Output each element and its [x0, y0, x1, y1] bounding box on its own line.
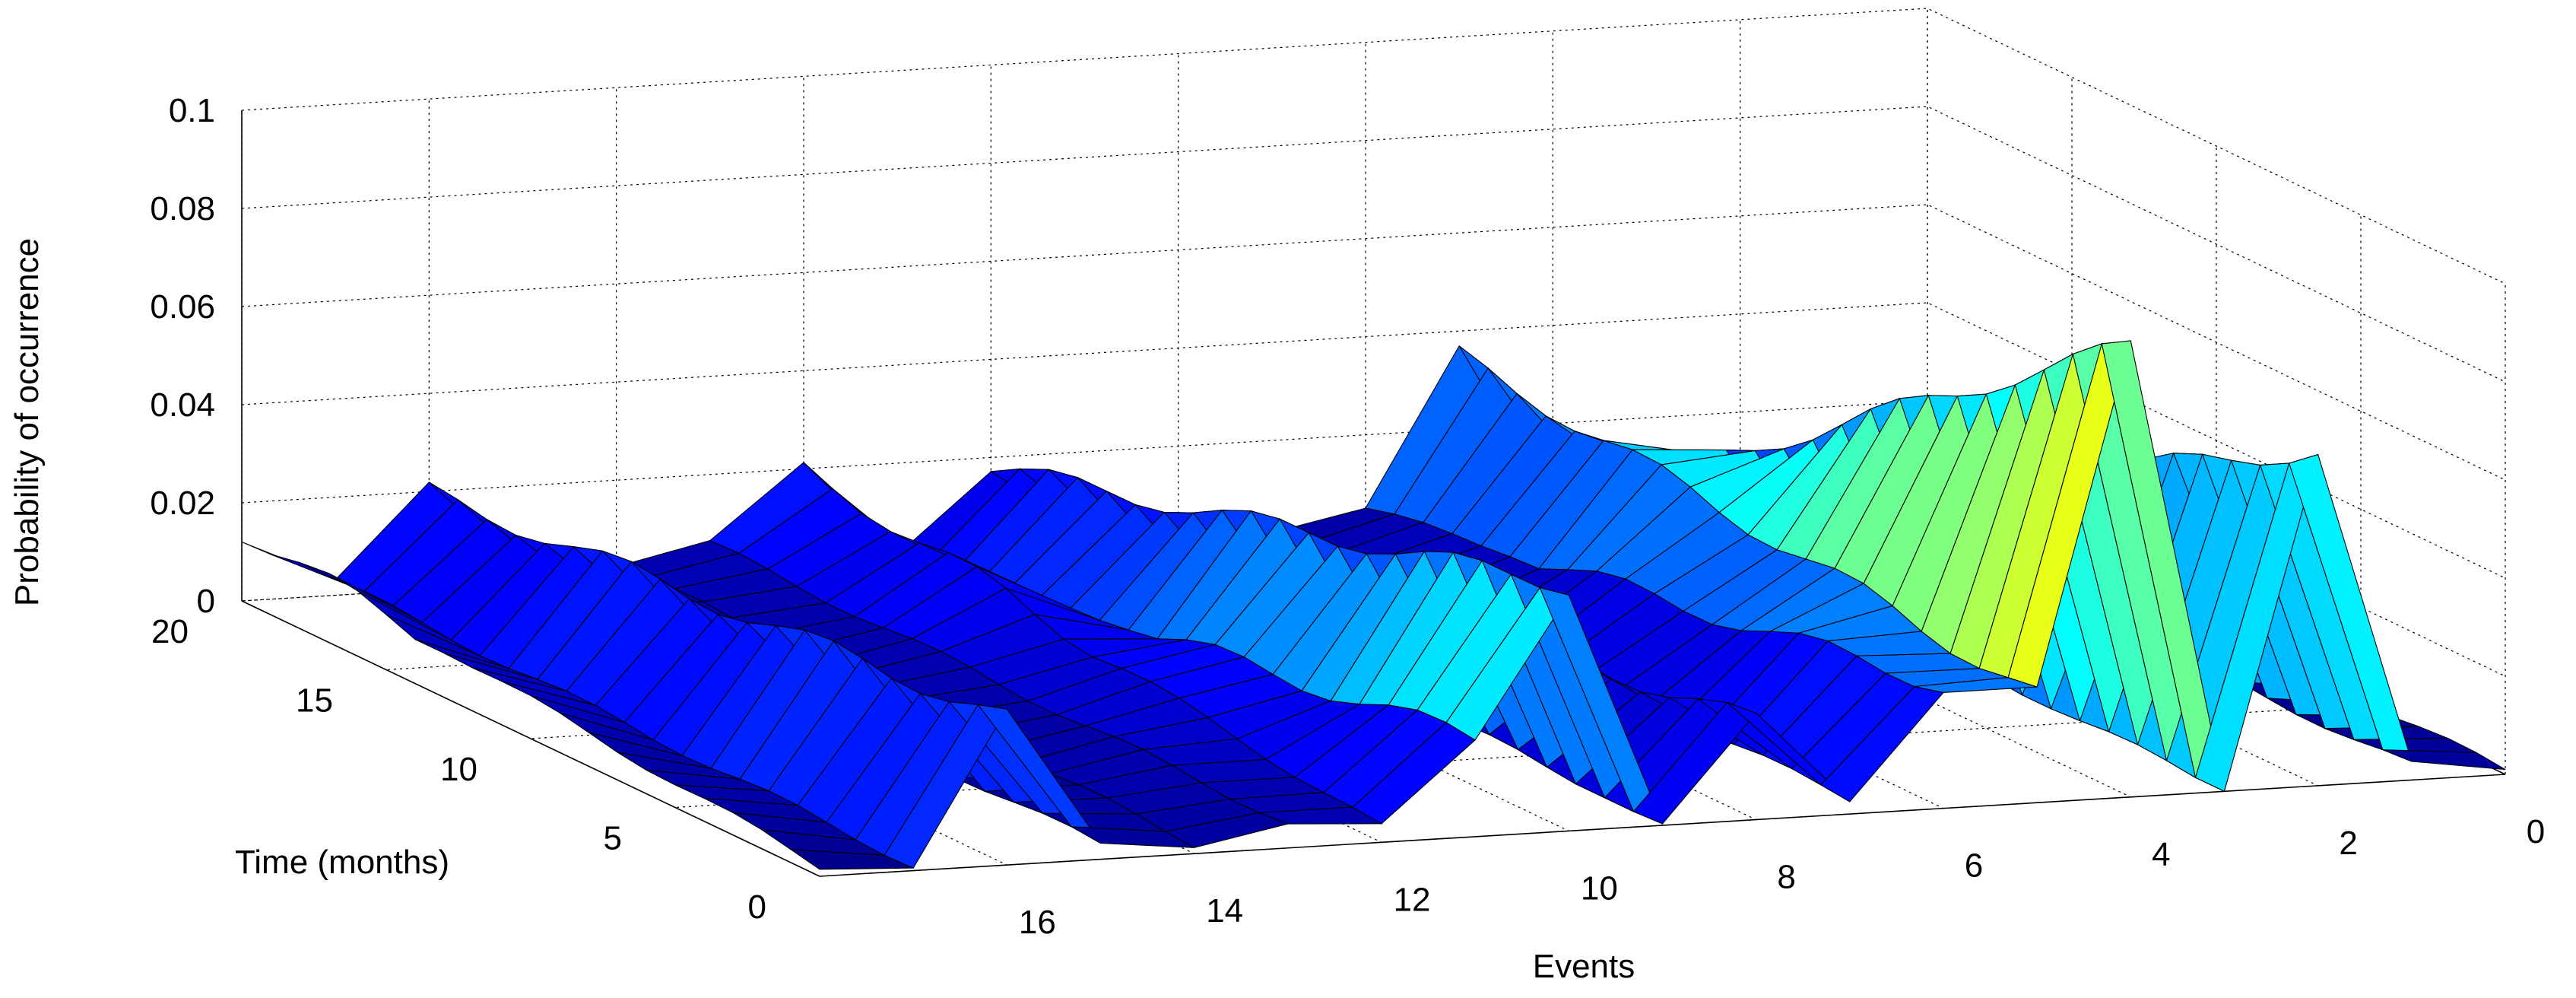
x-tick-label: 12 — [1394, 881, 1431, 918]
x-tick-label: 8 — [1777, 859, 1795, 896]
z-tick-label: 0.08 — [150, 190, 215, 227]
x-axis-label: Events — [1533, 948, 1635, 985]
x-tick-label: 4 — [2152, 836, 2170, 873]
x-tick-label: 2 — [2339, 825, 2357, 862]
x-tick-label: 14 — [1206, 892, 1243, 930]
z-tick-label: 0 — [197, 583, 215, 620]
grid-line-z — [241, 204, 2506, 481]
y-tick-label: 5 — [604, 820, 622, 857]
y-tick-label: 15 — [296, 682, 333, 720]
z-tick-label: 0.04 — [150, 386, 215, 424]
y-tick-label: 20 — [151, 613, 189, 650]
x-tick-label: 16 — [1019, 904, 1056, 941]
z-axis-label: Probability of occurrence — [8, 238, 46, 606]
tick-labels: 00.020.040.060.080.105101520024681012141… — [150, 92, 2545, 941]
grid-line-z — [241, 106, 2506, 383]
y-tick-label: 10 — [440, 751, 477, 788]
axis-edge — [241, 600, 820, 877]
y-axis-label: Time (months) — [235, 844, 449, 881]
x-tick-label: 10 — [1581, 869, 1618, 907]
x-tick-label: 0 — [2527, 813, 2545, 850]
z-tick-label: 0.06 — [150, 288, 215, 326]
z-tick-label: 0.1 — [169, 92, 215, 129]
grid-line-z — [241, 8, 2506, 284]
surface-facet — [2382, 749, 2506, 771]
surface-mesh — [241, 340, 2506, 870]
y-tick-label: 0 — [748, 888, 766, 926]
z-tick-label: 0.02 — [150, 485, 215, 522]
x-tick-label: 6 — [1965, 847, 1983, 885]
